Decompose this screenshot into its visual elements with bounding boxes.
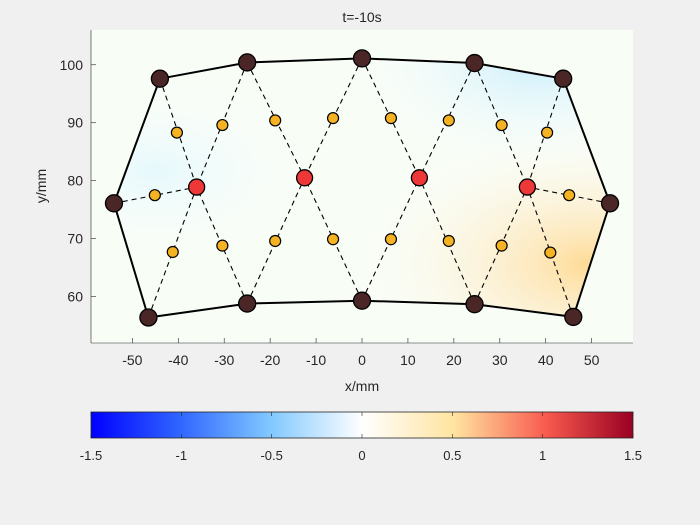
boundary-node xyxy=(600,194,620,213)
inner-node xyxy=(410,169,429,187)
y-axis: 60 70 80 90 100 xyxy=(60,30,96,343)
x-tick-label: 0 xyxy=(358,352,366,368)
x-axis-label: x/mm xyxy=(345,378,379,394)
midpoint-node xyxy=(148,189,161,202)
colorbar-tick-label: 0.5 xyxy=(443,448,461,463)
x-tick-label: -30 xyxy=(214,352,234,368)
nodes xyxy=(104,49,620,327)
y-tick-label: 70 xyxy=(67,231,83,247)
boundary-node xyxy=(554,69,573,88)
midpoint-node xyxy=(269,234,282,248)
y-tick-label: 100 xyxy=(60,57,84,73)
boundary-node xyxy=(238,53,257,72)
boundary-node xyxy=(564,307,583,327)
x-tick-label: -20 xyxy=(260,352,280,368)
internal-edge xyxy=(418,177,476,305)
midpoint-node xyxy=(326,112,340,125)
midpoint-node xyxy=(326,233,340,246)
midpoint-node xyxy=(544,246,557,259)
x-tick-label: -10 xyxy=(306,352,326,368)
midpoint-node xyxy=(166,245,179,259)
y-tick-label: 90 xyxy=(67,115,83,131)
internal-edge xyxy=(526,186,574,318)
boundary-node xyxy=(352,49,372,68)
midpoint-node xyxy=(170,126,183,139)
midpoint-node xyxy=(541,126,554,139)
midpoint-node xyxy=(442,114,455,127)
colorbar xyxy=(90,411,634,439)
colorbar-tick-label: 0 xyxy=(358,448,365,463)
colorbar-tick-label: -1 xyxy=(176,448,188,463)
inner-node xyxy=(295,169,314,187)
x-tick-label: 40 xyxy=(538,352,554,368)
boundary-node xyxy=(238,294,257,313)
midpoint-node xyxy=(563,189,576,202)
y-axis-label: y/mm xyxy=(33,169,49,203)
midpoint-node xyxy=(495,239,508,252)
colorbar-tick-label: -0.5 xyxy=(260,448,282,463)
inner-node xyxy=(187,178,206,196)
midpoint-node xyxy=(216,118,229,132)
x-tick-label: 20 xyxy=(446,352,462,368)
x-tick-label: 50 xyxy=(584,352,600,368)
boundary-node xyxy=(150,69,170,88)
x-tick-label: 10 xyxy=(400,352,416,368)
x-tick-label: 30 xyxy=(492,352,508,368)
y-tick-label: 80 xyxy=(67,173,83,189)
midpoint-node xyxy=(216,239,229,252)
boundary-node xyxy=(139,308,158,327)
midpoint-node xyxy=(384,233,398,246)
y-tick-label: 60 xyxy=(67,289,83,305)
chart-title: t=-10s xyxy=(342,9,381,25)
midpoint-node xyxy=(495,118,508,132)
x-axis: -50 -40 -30 -20 -10 0 10 20 30 40 50 xyxy=(91,338,633,368)
colorbar-tick-label: 1 xyxy=(539,448,546,463)
boundary-node xyxy=(465,295,484,314)
boundary-node xyxy=(352,291,372,310)
colorbar-ticks: -1.5 -1 -0.5 0 0.5 1 1.5 xyxy=(80,412,642,463)
colorbar-tick-label: -1.5 xyxy=(80,448,102,463)
boundary-node xyxy=(104,194,124,213)
colorbar-tick-label: 1.5 xyxy=(624,448,642,463)
inner-node xyxy=(518,178,537,196)
boundary-node xyxy=(465,53,484,73)
midpoint-node xyxy=(442,234,455,248)
midpoint-node xyxy=(384,112,398,125)
midpoint-node xyxy=(269,114,282,127)
x-tick-label: -50 xyxy=(122,352,142,368)
x-tick-label: -40 xyxy=(168,352,188,368)
